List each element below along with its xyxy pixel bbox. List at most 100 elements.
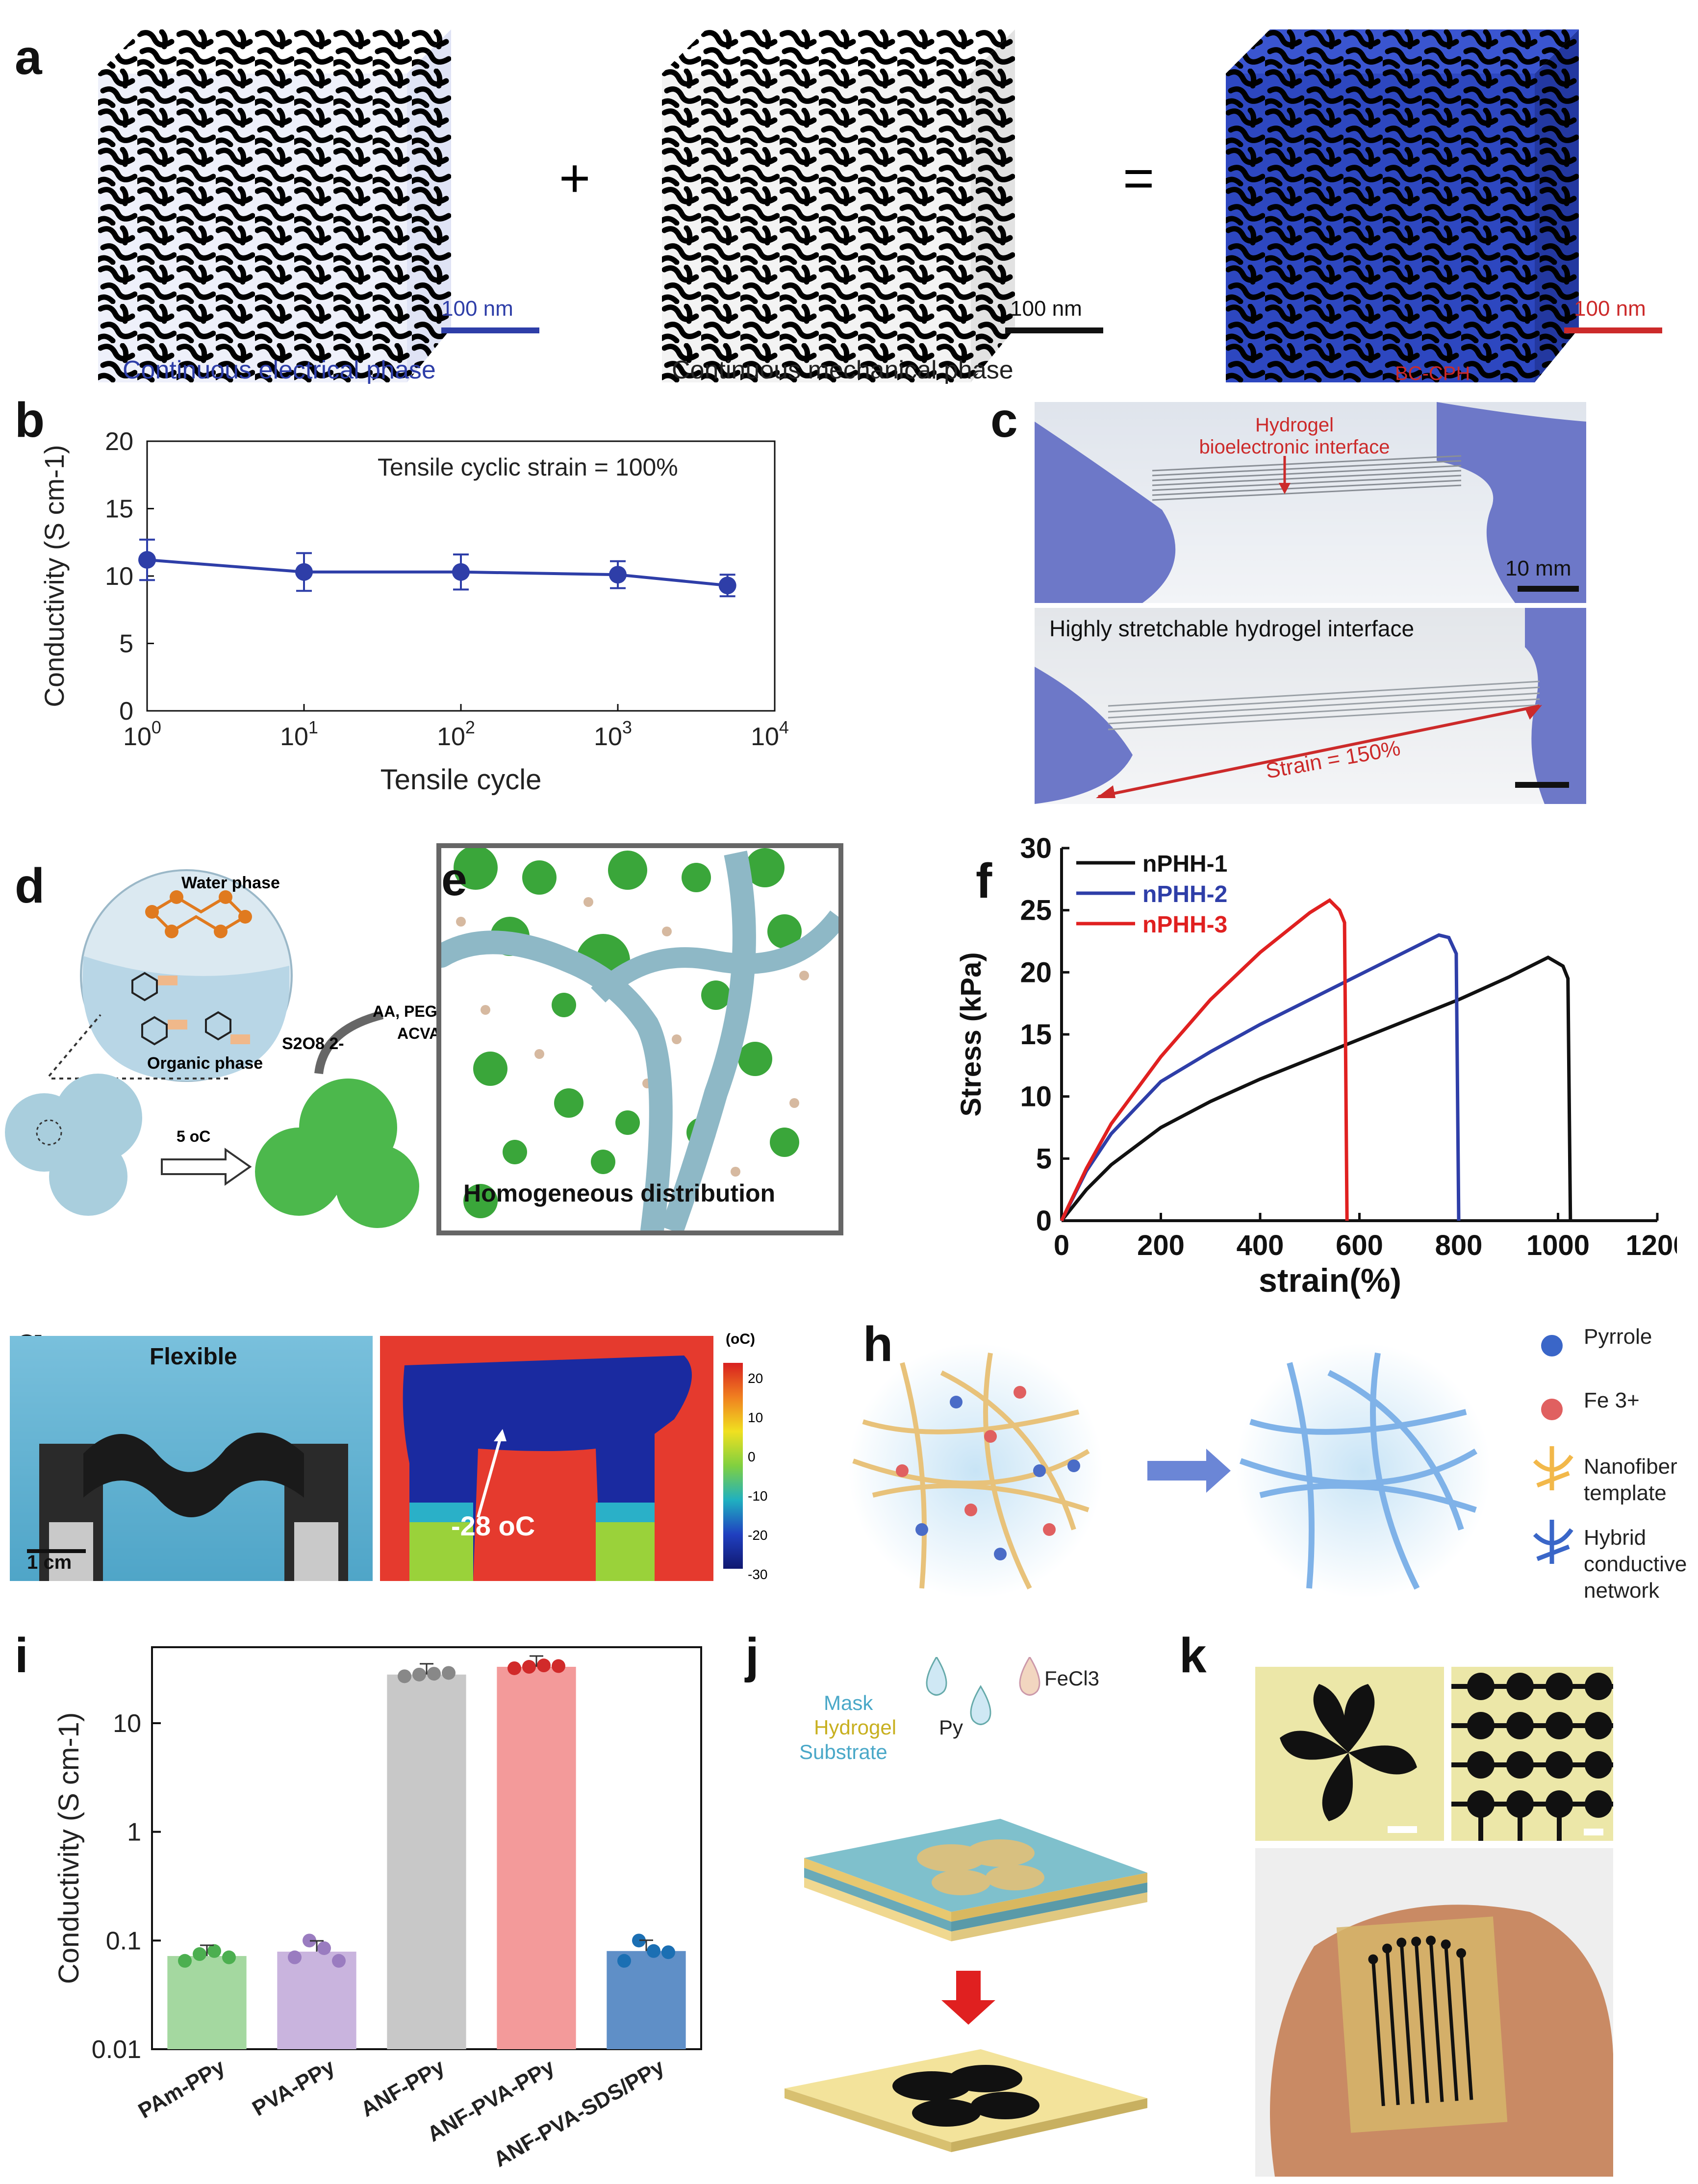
mask-label: Mask [824, 1691, 873, 1714]
panel-letter-h: h [863, 1317, 893, 1372]
colorbar-tick: 0 [748, 1449, 756, 1464]
y-tick-label: 0.1 [106, 1927, 141, 1955]
chart-i-conductivity-bars: 0.01 0.1 1 10 Conductivity (S cm-1) PAm-PPy PV… [53, 1646, 702, 2172]
data-point [609, 566, 627, 584]
photo-stretch-interface [1035, 608, 1586, 804]
panel-letter-j: j [745, 1628, 759, 1683]
x-axis-label: strain(%) [1259, 1262, 1401, 1299]
data-point [537, 1658, 551, 1673]
y-tick-label: 15 [1020, 1019, 1052, 1051]
y-tick-label: 5 [1036, 1143, 1052, 1175]
panel-h-schematic [848, 1343, 1491, 1598]
x-tick-label: 100 [123, 717, 161, 751]
fecl3-label: FeCl3 [1044, 1667, 1100, 1690]
data-point [398, 1669, 411, 1683]
y-tick-label: 20 [105, 427, 133, 456]
scale-bar-1 [441, 327, 539, 333]
flexible-label: Flexible [150, 1344, 237, 1370]
y-tick-label: 10 [113, 1709, 141, 1738]
data-point [452, 563, 470, 581]
data-point [222, 1950, 236, 1964]
thermal-image [380, 1336, 713, 1581]
colorbar-ticks: 20 10 0 -10 -20 -30 [748, 1359, 767, 1594]
x-tick-label: 200 [1137, 1230, 1185, 1261]
data-point [552, 1659, 565, 1673]
y-tick-label: 0 [1036, 1205, 1052, 1237]
y-axis-label: Conductivity (S cm-1) [53, 1712, 85, 1984]
series-line-nPHH-1 [1060, 955, 1572, 1222]
data-point [317, 1941, 331, 1955]
panel-h-legend-icons [1533, 1335, 1573, 1564]
y-tick-label: 25 [1020, 895, 1052, 927]
legend-label: nPHH-2 [1142, 881, 1227, 907]
data-point [427, 1667, 441, 1681]
panel-e-distribution [436, 843, 843, 1235]
data-point [412, 1667, 426, 1682]
equals-sign: = [1123, 148, 1155, 208]
py-label: Py [939, 1716, 963, 1739]
cube-mechanical [662, 29, 1015, 382]
y-axis-label: Stress (kPa) [955, 952, 987, 1116]
scale-bar-3 [1564, 327, 1662, 333]
photo-pattern-grid [1451, 1667, 1613, 1841]
y-tick-label: 30 [1020, 832, 1052, 864]
data-point [178, 1954, 192, 1968]
y-tick-label: 0 [119, 697, 133, 726]
panel-j-schematic [785, 1657, 1147, 2152]
caption-bc-cph: BC-CPH [1395, 363, 1470, 384]
colorbar-tick: -10 [748, 1488, 768, 1504]
data-point [303, 1933, 316, 1948]
x-tick-label: 101 [280, 717, 318, 751]
data-point [193, 1947, 206, 1961]
annotation-line-2: bioelectronic interface [1199, 436, 1390, 458]
colorbar [723, 1363, 743, 1569]
series-line [147, 558, 728, 587]
panel-letter-i: i [15, 1628, 28, 1683]
legend-nanofiber: Nanofiber template [1584, 1455, 1677, 1505]
colorbar-tick: -30 [748, 1567, 768, 1582]
y-tick-label: 10 [105, 562, 133, 591]
chart-b-annotation: Tensile cyclic strain = 100% [378, 453, 678, 481]
pyrrole-legend-icon [1541, 1335, 1563, 1356]
hydrogel-annotation: Hydrogel bioelectronic interface [1167, 414, 1422, 458]
y-tick-label: 15 [105, 495, 133, 524]
cube-electrical [98, 29, 451, 382]
network-legend-icon [1533, 1520, 1573, 1564]
data-point [295, 563, 313, 581]
data-point [442, 1666, 456, 1680]
caption-mechanical: Continuous mechanical phase [672, 356, 1014, 384]
water-phase-label: Water phase [181, 874, 280, 892]
x-tick-label: ANF-PPy [356, 2055, 449, 2122]
legend-label: nPHH-1 [1142, 851, 1227, 877]
x-tick-label: 600 [1336, 1230, 1383, 1261]
caption-electrical: Continuous electrical phase [123, 356, 436, 384]
distribution-caption: Homogeneous distribution [463, 1180, 776, 1207]
cube-bc-cph [1226, 29, 1579, 382]
photo-pattern-flower [1255, 1667, 1444, 1841]
temperature-label-d: 5 oC [177, 1128, 211, 1145]
data-point [632, 1933, 646, 1948]
x-tick-label: 400 [1237, 1230, 1284, 1261]
y-tick-label: 20 [1020, 956, 1052, 988]
panel-letter-d: d [15, 858, 45, 913]
x-tick-label: PAm-PPy [134, 2055, 229, 2123]
scale-label-1: 100 nm [441, 297, 513, 321]
photo-hydrogel-interface [1035, 402, 1586, 603]
substrate-label: Substrate [799, 1740, 887, 1763]
scale-label-g: 1 cm [27, 1552, 72, 1573]
series-line-nPHH-3 [1060, 898, 1349, 1222]
panel-letter-f: f [976, 854, 992, 908]
hydrogel-label: Hydrogel [814, 1716, 897, 1739]
panel-letter-a: a [15, 30, 42, 85]
panel-letter-b: b [15, 393, 45, 448]
x-tick-label: PVA-PPy [248, 2055, 339, 2121]
scale-label-2: 100 nm [1010, 297, 1082, 321]
annotation-line-1: Hydrogel [1255, 414, 1334, 436]
x-tick-label: 1200 [1625, 1230, 1677, 1261]
panel-letter-k: k [1179, 1628, 1207, 1683]
x-tick-label: 102 [437, 717, 475, 751]
colorbar-tick: 20 [748, 1371, 763, 1386]
data-point [207, 1944, 221, 1958]
y-tick-label: 0.01 [92, 2035, 141, 2064]
legend-fe: Fe 3+ [1584, 1388, 1640, 1412]
